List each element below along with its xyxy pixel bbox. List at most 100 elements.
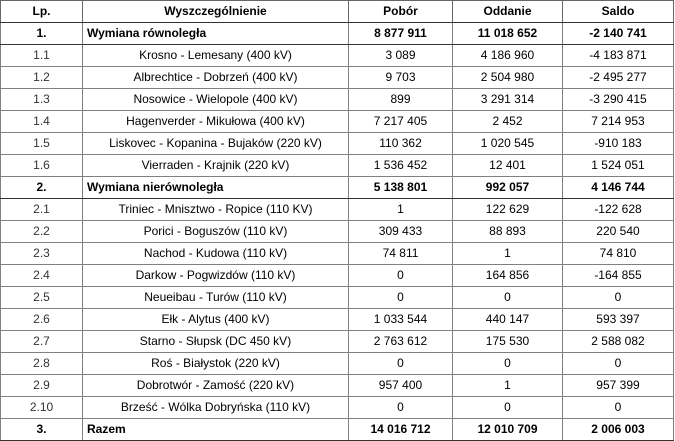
row-description: Nachod - Kudowa (110 kV) (82, 242, 349, 265)
row-lp: 2. (0, 176, 83, 199)
row-oddanie: 0 (452, 396, 563, 419)
row-saldo: 2 006 003 (562, 418, 674, 441)
header-row: Lp. Wyszczególnienie Pobór Oddanie Saldo (0, 0, 674, 23)
row-pobor: 110 362 (348, 132, 453, 155)
table-row: 1.5 Liskovec - Kopanina - Bujaków (220 kV… (0, 132, 674, 155)
row-pobor: 7 217 405 (348, 110, 453, 133)
table-row: 1.4 Hagenverder - Mikułowa (400 kV) 7 217 … (0, 110, 674, 133)
table-row: 1.2 Albrechtice - Dobrzeń (400 kV) 9 703 2 … (0, 66, 674, 89)
row-saldo: 7 214 953 (562, 110, 674, 133)
row-saldo: 220 540 (562, 220, 674, 243)
row-description: Darkow - Pogwizdów (110 kV) (82, 264, 349, 287)
row-pobor: 9 703 (348, 66, 453, 89)
row-oddanie: 175 530 (452, 330, 563, 353)
row-lp: 2.2 (0, 220, 83, 243)
row-lp: 1.4 (0, 110, 83, 133)
row-pobor: 1 033 544 (348, 308, 453, 331)
row-pobor: 0 (348, 396, 453, 419)
row-saldo: -2 495 277 (562, 66, 674, 89)
header-description: Wyszczególnienie (82, 0, 349, 23)
row-description: Dobrotwór - Zamość (220 kV) (82, 374, 349, 397)
header-lp: Lp. (0, 0, 83, 23)
row-oddanie: 992 057 (452, 176, 563, 199)
header-pobor: Pobór (348, 0, 453, 23)
row-description: Neueibau - Turów (110 kV) (82, 286, 349, 309)
table-row: 2.5 Neueibau - Turów (110 kV) 0 0 0 (0, 286, 674, 309)
row-saldo: 0 (562, 352, 674, 375)
row-lp: 1.1 (0, 44, 83, 67)
row-description: Porici - Boguszów (110 kV) (82, 220, 349, 243)
row-lp: 1.5 (0, 132, 83, 155)
row-oddanie: 2 452 (452, 110, 563, 133)
row-pobor: 8 877 911 (348, 22, 453, 45)
row-description: Roś - Białystok (220 kV) (82, 352, 349, 375)
row-pobor: 1 (348, 198, 453, 221)
row-oddanie: 0 (452, 352, 563, 375)
row-lp: 2.4 (0, 264, 83, 287)
row-saldo: -2 140 741 (562, 22, 674, 45)
section-row: 1. Wymiana równoległa 8 877 911 11 018 652-… (0, 22, 674, 45)
row-description: Triniec - Mnisztwo - Ropice (110 KV) (82, 198, 349, 221)
table-row: 2.8 Roś - Białystok (220 kV) 0 0 0 (0, 352, 674, 375)
row-description: Hagenverder - Mikułowa (400 kV) (82, 110, 349, 133)
row-lp: 2.3 (0, 242, 83, 265)
table-row: 1.6 Vierraden - Krajnik (220 kV) 1 536 452… (0, 154, 674, 177)
section-row: 3. Razem 14 016 712 12 010 709 2 006 003 (0, 418, 674, 441)
row-pobor: 0 (348, 264, 453, 287)
row-saldo: -122 628 (562, 198, 674, 221)
table-row: 2.10 Brześć - Wólka Dobryńska (110 kV) 0 0 0 (0, 396, 674, 419)
row-pobor: 2 763 612 (348, 330, 453, 353)
row-oddanie: 88 893 (452, 220, 563, 243)
table-body: 1. Wymiana równoległa 8 877 911 11 018 652-… (0, 22, 674, 441)
row-pobor: 957 400 (348, 374, 453, 397)
header-saldo: Saldo (562, 0, 674, 23)
row-oddanie: 11 018 652 (452, 22, 563, 45)
row-description: Nosowice - Wielopole (400 kV) (82, 88, 349, 111)
row-pobor: 14 016 712 (348, 418, 453, 441)
row-description: Vierraden - Krajnik (220 kV) (82, 154, 349, 177)
row-saldo: 0 (562, 286, 674, 309)
row-oddanie: 3 291 314 (452, 88, 563, 111)
row-pobor: 309 433 (348, 220, 453, 243)
row-pobor: 899 (348, 88, 453, 111)
row-pobor: 0 (348, 286, 453, 309)
row-lp: 2.6 (0, 308, 83, 331)
row-oddanie: 164 856 (452, 264, 563, 287)
row-oddanie: 1 (452, 374, 563, 397)
row-pobor: 0 (348, 352, 453, 375)
row-description: Brześć - Wólka Dobryńska (110 kV) (82, 396, 349, 419)
section-row: 2. Wymiana nierównoległa 5 138 801 992 057 4… (0, 176, 674, 199)
table-row: 2.4 Darkow - Pogwizdów (110 kV) 0 164 856 -1… (0, 264, 674, 287)
row-oddanie: 122 629 (452, 198, 563, 221)
row-saldo: -164 855 (562, 264, 674, 287)
row-saldo: 957 399 (562, 374, 674, 397)
row-saldo: -910 183 (562, 132, 674, 155)
row-saldo: 4 146 744 (562, 176, 674, 199)
row-lp: 2.5 (0, 286, 83, 309)
table-row: 2.3 Nachod - Kudowa (110 kV) 74 811 1 74 810 (0, 242, 674, 265)
row-oddanie: 0 (452, 286, 563, 309)
row-saldo: 1 524 051 (562, 154, 674, 177)
row-description: Razem (82, 418, 349, 441)
row-oddanie: 440 147 (452, 308, 563, 331)
row-oddanie: 4 186 960 (452, 44, 563, 67)
row-saldo: -4 183 871 (562, 44, 674, 67)
table-row: 1.1 Krosno - Lemesany (400 kV) 3 089 4 186 … (0, 44, 674, 67)
row-lp: 2.1 (0, 198, 83, 221)
table-row: 2.7 Starno - Słupsk (DC 450 kV) 2 763 612 1… (0, 330, 674, 353)
row-lp: 2.10 (0, 396, 83, 419)
row-saldo: 0 (562, 396, 674, 419)
row-lp: 2.8 (0, 352, 83, 375)
row-description: Wymiana nierównoległa (82, 176, 349, 199)
row-lp: 1. (0, 22, 83, 45)
table-row: 2.2 Porici - Boguszów (110 kV) 309 433 88 8… (0, 220, 674, 243)
row-pobor: 1 536 452 (348, 154, 453, 177)
row-description: Liskovec - Kopanina - Bujaków (220 kV) (82, 132, 349, 155)
row-description: Albrechtice - Dobrzeń (400 kV) (82, 66, 349, 89)
header-oddanie: Oddanie (452, 0, 563, 23)
row-description: Starno - Słupsk (DC 450 kV) (82, 330, 349, 353)
table-row: 2.9 Dobrotwór - Zamość (220 kV) 957 400 1 95… (0, 374, 674, 397)
row-saldo: 74 810 (562, 242, 674, 265)
